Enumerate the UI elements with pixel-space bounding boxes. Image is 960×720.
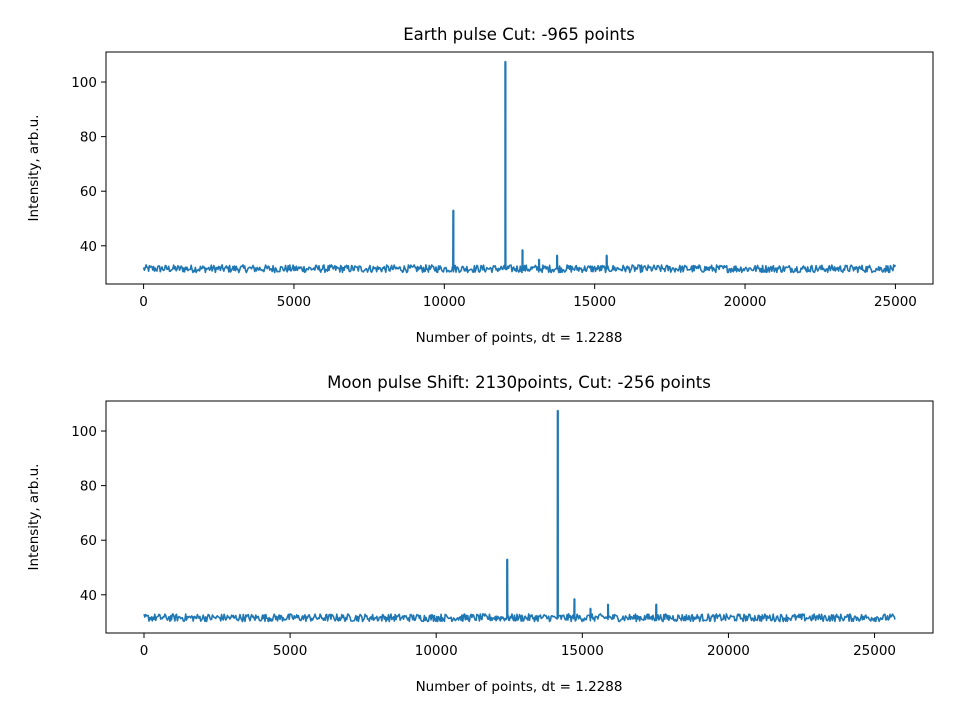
x-tick-label: 10000 bbox=[415, 643, 458, 659]
chart-title: Moon pulse Shift: 2130points, Cut: -256 … bbox=[327, 373, 711, 392]
x-tick-label: 25000 bbox=[874, 294, 917, 310]
y-tick-label: 100 bbox=[71, 75, 97, 91]
earth-pulse-series bbox=[142, 60, 897, 274]
y-tick-label: 80 bbox=[80, 479, 97, 495]
x-tick-label: 15000 bbox=[561, 643, 604, 659]
x-tick-label: 0 bbox=[140, 643, 149, 659]
x-tick-label: 25000 bbox=[853, 643, 896, 659]
x-axis-label: Number of points, dt = 1.2288 bbox=[416, 679, 623, 695]
x-tick-label: 5000 bbox=[273, 643, 307, 659]
y-axis-label: Intensity, arb.u. bbox=[26, 464, 42, 571]
earth-pulse-subplot: Earth pulse Cut: -965 points 0 5000 10000 1… bbox=[26, 25, 934, 346]
x-tick-label: 5000 bbox=[277, 294, 311, 310]
moon-pulse-subplot: Moon pulse Shift: 2130points, Cut: -256 … bbox=[26, 373, 934, 695]
y-tick-label: 100 bbox=[71, 424, 97, 440]
plot-frame bbox=[105, 400, 934, 634]
y-tick-label: 60 bbox=[80, 184, 97, 200]
moon-pulse-series bbox=[143, 409, 896, 623]
x-tick-label: 15000 bbox=[573, 294, 616, 310]
x-axis-label: Number of points, dt = 1.2288 bbox=[416, 330, 623, 346]
y-tick-label: 60 bbox=[80, 533, 97, 549]
series-line bbox=[143, 409, 896, 623]
plot-frame bbox=[105, 51, 934, 285]
x-tick-label: 0 bbox=[139, 294, 148, 310]
x-tick-label: 20000 bbox=[724, 294, 767, 310]
y-tick-label: 40 bbox=[80, 588, 97, 604]
chart-title: Earth pulse Cut: -965 points bbox=[403, 25, 635, 44]
x-tick-label: 10000 bbox=[423, 294, 466, 310]
y-tick-label: 40 bbox=[80, 239, 97, 255]
y-tick-label: 80 bbox=[80, 130, 97, 146]
series-line bbox=[142, 60, 897, 274]
x-tick-label: 20000 bbox=[707, 643, 750, 659]
y-axis-label: Intensity, arb.u. bbox=[26, 115, 42, 222]
